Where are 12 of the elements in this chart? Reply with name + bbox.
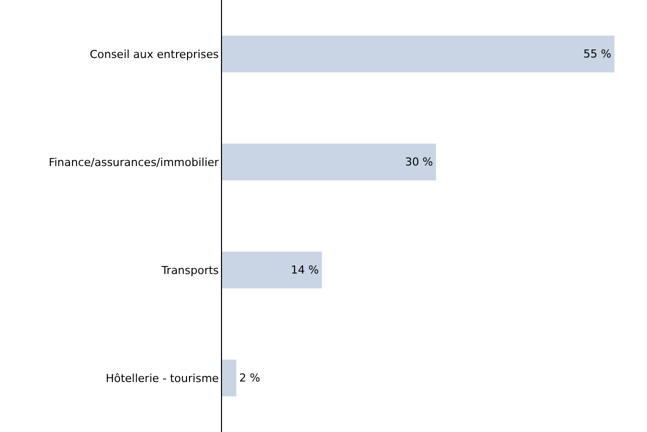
- bar: [222, 252, 322, 288]
- y-tick-label: Conseil aux entreprises: [90, 48, 220, 61]
- y-tick-label: Finance/assurances/immobilier: [48, 156, 220, 169]
- data-label: 2 %: [239, 372, 260, 384]
- bar: [222, 36, 614, 72]
- y-tick-label: Hôtellerie - tourisme: [106, 372, 220, 385]
- data-label: 30 %: [405, 156, 434, 168]
- y-tick-label: Transports: [160, 264, 220, 277]
- data-label: 55 %: [583, 48, 612, 60]
- data-label: 14 %: [290, 264, 319, 276]
- bar: [222, 360, 236, 396]
- bar: [222, 144, 436, 180]
